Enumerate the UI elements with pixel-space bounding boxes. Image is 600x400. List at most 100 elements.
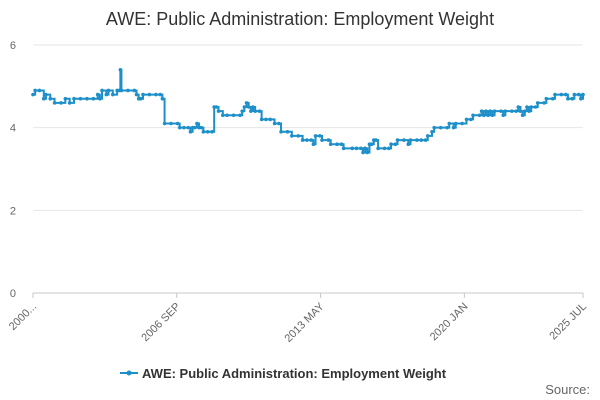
data-point[interactable] — [313, 134, 318, 138]
data-point[interactable] — [527, 109, 531, 113]
data-point[interactable] — [216, 109, 221, 113]
data-point[interactable] — [225, 113, 229, 118]
data-point[interactable] — [369, 142, 374, 146]
data-point[interactable] — [67, 101, 72, 105]
data-point[interactable] — [328, 142, 333, 146]
data-point[interactable] — [320, 138, 324, 142]
data-point[interactable] — [290, 134, 294, 138]
data-point[interactable] — [132, 88, 137, 93]
data-point[interactable] — [510, 109, 514, 113]
data-point[interactable] — [579, 96, 583, 101]
data-point[interactable] — [415, 138, 419, 142]
data-point[interactable] — [382, 146, 387, 151]
data-point[interactable] — [139, 96, 143, 101]
data-point[interactable] — [529, 105, 534, 109]
data-point[interactable] — [104, 92, 109, 97]
data-point[interactable] — [374, 138, 378, 142]
data-point[interactable] — [141, 92, 145, 97]
data-point[interactable] — [499, 109, 503, 113]
data-point[interactable] — [154, 92, 158, 97]
data-point[interactable] — [78, 96, 83, 101]
data-point[interactable] — [257, 109, 262, 113]
data-point[interactable] — [419, 138, 424, 142]
data-point[interactable] — [522, 109, 527, 113]
data-point[interactable] — [134, 92, 139, 97]
data-point[interactable] — [300, 138, 305, 142]
data-point[interactable] — [37, 88, 42, 93]
data-point[interactable] — [201, 130, 206, 134]
data-point[interactable] — [492, 109, 497, 113]
data-point[interactable] — [566, 96, 570, 101]
data-point[interactable] — [438, 125, 443, 130]
data-point[interactable] — [59, 101, 63, 105]
data-point[interactable] — [296, 134, 301, 138]
data-point[interactable] — [525, 105, 529, 109]
data-point[interactable] — [272, 121, 277, 126]
data-point[interactable] — [553, 92, 557, 97]
data-point[interactable] — [516, 105, 521, 109]
data-point[interactable] — [335, 142, 339, 146]
data-point[interactable] — [406, 142, 411, 146]
data-point[interactable] — [251, 105, 255, 109]
data-point[interactable] — [365, 150, 370, 155]
data-point[interactable] — [205, 130, 210, 134]
data-point[interactable] — [318, 134, 322, 138]
data-point[interactable] — [376, 146, 380, 151]
data-point[interactable] — [221, 113, 225, 118]
data-point[interactable] — [31, 92, 35, 97]
data-point[interactable] — [503, 109, 508, 113]
data-point[interactable] — [542, 101, 546, 105]
data-point[interactable] — [408, 138, 413, 142]
data-point[interactable] — [432, 125, 436, 130]
data-point[interactable] — [460, 121, 465, 126]
data-point[interactable] — [214, 105, 219, 109]
data-point[interactable] — [484, 109, 488, 113]
data-point[interactable] — [160, 96, 165, 101]
data-point[interactable] — [361, 150, 365, 155]
data-point[interactable] — [253, 109, 257, 113]
data-point[interactable] — [551, 96, 555, 101]
data-point[interactable] — [311, 142, 316, 146]
data-point[interactable] — [309, 138, 314, 142]
data-point[interactable] — [326, 138, 331, 142]
data-point[interactable] — [425, 134, 430, 138]
data-point[interactable] — [63, 96, 68, 101]
data-point[interactable] — [33, 88, 37, 93]
data-point[interactable] — [279, 130, 283, 134]
data-point[interactable] — [535, 101, 540, 105]
data-point[interactable] — [259, 117, 264, 122]
data-point[interactable] — [268, 117, 273, 122]
data-point[interactable] — [570, 96, 575, 101]
data-point[interactable] — [72, 96, 76, 101]
data-point[interactable] — [486, 113, 490, 118]
data-point[interactable] — [363, 146, 367, 151]
data-point[interactable] — [447, 121, 452, 126]
data-point[interactable] — [514, 109, 518, 113]
data-point[interactable] — [249, 109, 253, 113]
data-point[interactable] — [533, 105, 538, 109]
data-point[interactable] — [210, 130, 214, 134]
data-point[interactable] — [186, 125, 191, 130]
data-point[interactable] — [389, 142, 393, 146]
data-point[interactable] — [451, 125, 456, 130]
legend[interactable]: AWE: Public Administration: Employment W… — [120, 366, 447, 381]
data-point[interactable] — [387, 146, 391, 151]
data-point[interactable] — [231, 113, 236, 118]
data-point[interactable] — [479, 109, 484, 113]
data-point[interactable] — [488, 109, 493, 113]
data-point[interactable] — [238, 113, 242, 118]
data-point[interactable] — [242, 105, 247, 109]
data-point[interactable] — [559, 92, 564, 97]
data-point[interactable] — [199, 125, 204, 130]
data-point[interactable] — [158, 92, 163, 97]
data-point[interactable] — [264, 117, 268, 122]
data-point[interactable] — [240, 109, 245, 113]
data-point[interactable] — [339, 142, 344, 146]
data-point[interactable] — [354, 146, 359, 151]
data-point[interactable] — [41, 96, 46, 101]
data-point[interactable] — [402, 138, 406, 142]
data-point[interactable] — [423, 138, 428, 142]
data-point[interactable] — [100, 88, 104, 93]
data-point[interactable] — [126, 88, 130, 93]
data-point[interactable] — [169, 121, 173, 126]
